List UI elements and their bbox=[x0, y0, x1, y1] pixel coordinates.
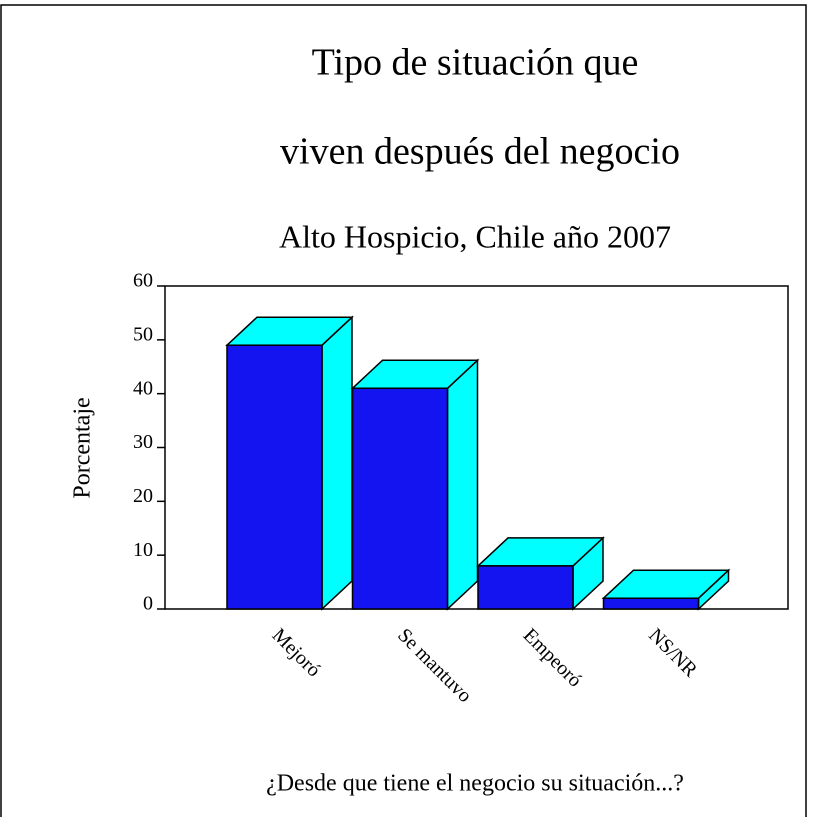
x-tick-label: Se mantuvo bbox=[393, 624, 476, 707]
bar bbox=[602, 597, 700, 610]
x-tick-label: Empeoró bbox=[519, 624, 586, 691]
bar-side bbox=[321, 315, 353, 611]
frame bbox=[0, 4, 807, 817]
y-tick-label: 20 bbox=[133, 485, 153, 507]
x-axis-label: ¿Desde que tiene el negocio su situación… bbox=[266, 771, 684, 797]
y-tick-label: 10 bbox=[133, 539, 153, 561]
y-tick-label: 30 bbox=[133, 431, 153, 453]
chart-subtitle: Alto Hospicio, Chile año 2007 bbox=[279, 218, 671, 254]
y-tick-label: 50 bbox=[133, 323, 153, 345]
y-axis-label: Porcentaje bbox=[70, 397, 96, 498]
x-tick-label: Mejoró bbox=[268, 624, 325, 681]
y-tick-label: 60 bbox=[133, 270, 153, 292]
bar bbox=[226, 344, 323, 610]
bar-side bbox=[446, 358, 479, 611]
y-tick-label: 0 bbox=[143, 593, 153, 615]
chart-title: viven después del negocio bbox=[280, 131, 680, 173]
bar bbox=[351, 387, 449, 610]
x-tick-label: NS/NR bbox=[644, 624, 702, 682]
bar bbox=[477, 565, 574, 610]
chart-title: Tipo de situación que bbox=[312, 42, 639, 84]
y-tick-label: 40 bbox=[133, 377, 153, 399]
